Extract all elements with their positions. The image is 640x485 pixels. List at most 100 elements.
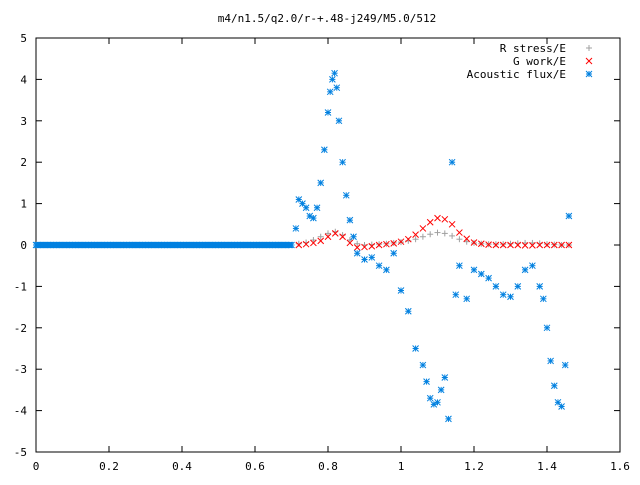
data-point (492, 241, 500, 249)
data-point (456, 262, 463, 270)
data-point (550, 241, 558, 249)
data-point (295, 240, 302, 247)
data-point (313, 204, 321, 212)
legend-label: Acoustic flux/E (467, 68, 566, 81)
data-point (310, 214, 317, 222)
data-point (354, 240, 361, 247)
data-point (558, 403, 565, 410)
y-tick-label: -3 (14, 363, 27, 376)
legend-label: G work/E (513, 55, 566, 68)
data-point (324, 233, 332, 241)
data-point (404, 235, 412, 243)
data-point (339, 233, 346, 241)
data-point (565, 241, 573, 249)
data-point (310, 239, 317, 247)
data-point (317, 233, 324, 240)
data-point (335, 117, 343, 125)
data-point (292, 225, 300, 232)
data-point (470, 266, 478, 274)
data-marks (32, 69, 573, 423)
x-tick-label: 0 (33, 460, 40, 473)
data-point (448, 220, 456, 228)
y-tick-label: 4 (20, 73, 27, 86)
data-point (448, 158, 456, 166)
data-point (456, 229, 463, 236)
y-tick-label: 0 (20, 239, 27, 252)
data-point (361, 256, 368, 263)
data-point (383, 240, 390, 248)
data-point (492, 283, 500, 290)
data-point (536, 241, 544, 249)
data-point (463, 238, 470, 245)
series-1 (295, 214, 573, 251)
data-point (514, 283, 522, 290)
data-point (310, 237, 317, 244)
series-2 (292, 69, 573, 423)
y-tick-label: -5 (14, 446, 27, 459)
data-point (463, 295, 471, 303)
data-point (514, 241, 522, 249)
data-point (325, 230, 331, 237)
data-point (492, 241, 499, 248)
data-point (441, 230, 448, 237)
y-tick-label: -1 (14, 280, 27, 293)
data-point (544, 241, 550, 248)
legend-marker (585, 57, 593, 65)
data-point (333, 84, 341, 92)
data-point (295, 241, 303, 249)
data-point (302, 240, 310, 248)
data-point (412, 236, 419, 243)
data-point (346, 237, 353, 244)
data-point (543, 324, 551, 332)
data-point (426, 394, 434, 402)
data-point (561, 361, 569, 369)
data-point (463, 235, 471, 243)
data-point (521, 266, 529, 274)
data-point (499, 241, 507, 249)
y-tick-label: 3 (20, 115, 27, 128)
data-point (558, 241, 565, 249)
data-point (550, 382, 558, 390)
data-point (500, 241, 507, 248)
y-tick-label: 1 (20, 198, 27, 211)
data-point (299, 200, 306, 207)
data-point (350, 233, 357, 241)
data-point (434, 229, 441, 236)
chart-title: m4/n1.5/q2.0/r-+.48-j249/M5.0/512 (218, 12, 437, 25)
data-point (507, 293, 514, 301)
data-point (302, 204, 310, 212)
data-point (434, 214, 441, 222)
data-point (375, 262, 383, 270)
data-point (412, 345, 419, 352)
y-tick-label: -2 (14, 322, 27, 335)
data-point (342, 191, 350, 199)
x-tick-label: 0.4 (172, 460, 192, 473)
data-point (397, 238, 405, 246)
data-point (368, 242, 376, 250)
data-point (536, 283, 544, 290)
axis-ticks: 0 0.2 0.4 0.6 0.8 1 1.2 1.4 1.6 5 4 3 2 1 0 -1 -2 -3 -4 -5 (14, 32, 630, 473)
data-point (317, 237, 325, 245)
legend-label: R stress/E (500, 42, 566, 55)
data-point (437, 386, 445, 394)
data-point (477, 240, 485, 248)
x-tick-label: 1.6 (610, 460, 630, 473)
x-tick-label: 1 (398, 460, 405, 473)
data-point (397, 287, 405, 294)
data-point (543, 241, 551, 249)
legend-marker (586, 45, 592, 51)
data-point (427, 231, 434, 238)
data-point (339, 158, 346, 166)
data-point (317, 179, 325, 187)
data-point (383, 266, 390, 274)
data-point (485, 274, 492, 282)
data-point (419, 361, 427, 369)
data-point (346, 216, 354, 224)
data-point (426, 218, 434, 226)
data-point (419, 233, 426, 240)
data-point (331, 230, 339, 237)
x-tick-label: 1.4 (537, 460, 557, 473)
